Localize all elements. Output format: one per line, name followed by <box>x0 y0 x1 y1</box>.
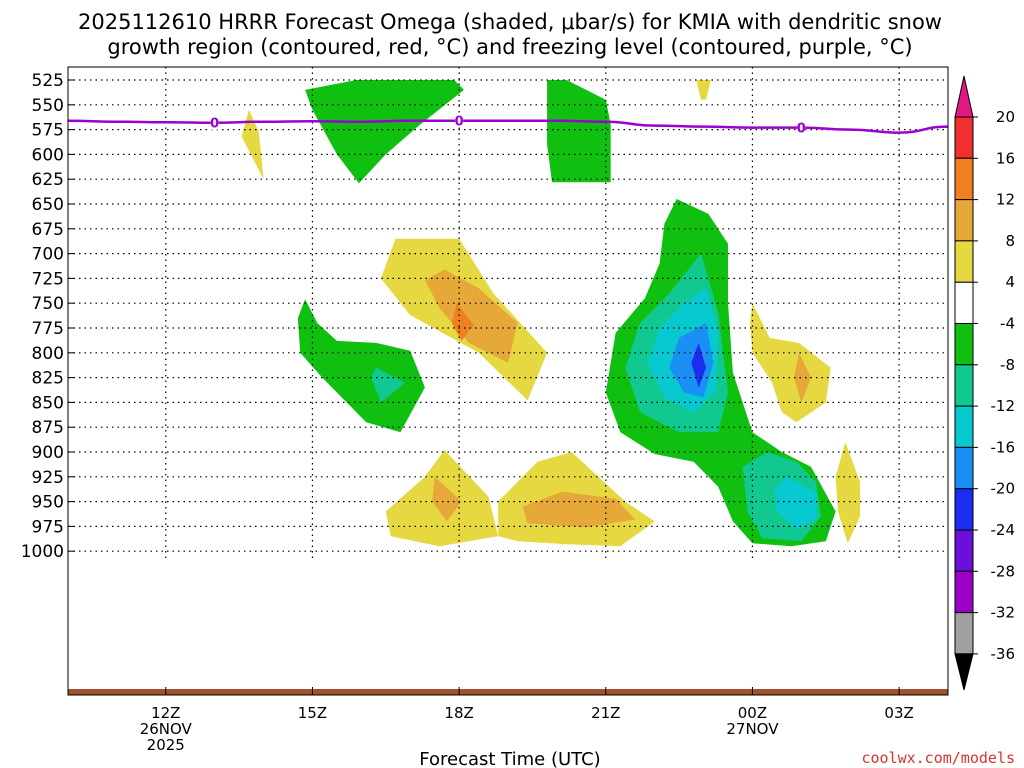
omega-region-8-21 <box>794 352 812 403</box>
omega-region--12-19 <box>774 476 816 530</box>
omega-shaded-regions <box>241 80 860 547</box>
y-tick-label: 1000 <box>21 542 64 562</box>
omega-region-8-5 <box>424 269 518 363</box>
colorbar-label: 20 <box>996 108 1015 126</box>
y-tick-label: 575 <box>32 121 64 141</box>
colorbar-label: -16 <box>991 438 1016 456</box>
colorbar-bin-11 <box>954 529 974 572</box>
y-tick-label: 900 <box>32 443 64 463</box>
y-tick-label: 650 <box>32 195 64 215</box>
y-tick-label: 950 <box>32 493 64 513</box>
colorbar-bin-9 <box>954 446 974 490</box>
y-tick-label: 875 <box>32 418 64 438</box>
y-tick-label: 600 <box>32 145 64 165</box>
colorbar: -36 -32 -28 -24 -20 -16 -12 -8 -4 4 8 12 16 20 <box>954 75 1016 691</box>
freezing-label-bg-2 <box>797 120 806 135</box>
omega-region--8-8 <box>371 367 406 403</box>
x-tick-label: 18Z <box>444 704 473 722</box>
y-tick-label: 775 <box>32 319 64 339</box>
x-tick-label: 12Z <box>151 704 180 722</box>
colorbar-label: -24 <box>991 521 1016 539</box>
colorbar-bin-5 <box>954 281 974 324</box>
omega-region--20-17 <box>691 342 706 388</box>
freezing-level-label: 0 <box>797 122 806 137</box>
colorbar-bin-7 <box>954 364 974 407</box>
freezing-level-line <box>67 119 949 134</box>
y-tick-label: 725 <box>32 269 64 289</box>
chart-title-line2: growth region (contoured, red, °C) and f… <box>107 35 912 59</box>
colorbar-bin-4 <box>954 240 974 283</box>
colorbar-label: 16 <box>996 149 1015 167</box>
x-tick-label: 2025 <box>147 736 185 754</box>
y-tick-label: 625 <box>32 170 64 190</box>
omega-region-12-6 <box>451 303 474 341</box>
colorbar-label: 12 <box>996 191 1015 209</box>
y-tick-label: 925 <box>32 468 64 488</box>
x-tick-label: 27NOV <box>726 720 779 738</box>
colorbar-bin-10 <box>954 488 974 531</box>
colorbar-label: -12 <box>991 397 1016 415</box>
x-tick-label: 26NOV <box>140 720 193 738</box>
y-tick-label: 800 <box>32 344 64 364</box>
colorbar-label: -32 <box>991 604 1016 622</box>
x-tick-label: 21Z <box>591 704 620 722</box>
y-tick-label: 525 <box>32 71 64 91</box>
y-tick-label: 750 <box>32 294 64 314</box>
colorbar-bin-3 <box>954 199 974 242</box>
freezing-level-label: 0 <box>210 117 219 132</box>
freezing-level-contour: 0 0 0 <box>67 113 949 137</box>
omega-region--16-16 <box>669 323 714 398</box>
colorbar-label: -4 <box>1000 315 1015 333</box>
omega-region-4-2 <box>241 109 264 180</box>
colorbar-label: 8 <box>1005 232 1015 250</box>
y-tick-label: 700 <box>32 245 64 265</box>
colorbar-label: -8 <box>1000 356 1015 374</box>
freezing-label-bg-0 <box>210 115 219 130</box>
plot-frame <box>67 66 949 696</box>
colorbar-bin-12 <box>954 570 974 614</box>
omega-region-8-10 <box>432 476 462 522</box>
omega-region-4-20 <box>750 303 831 423</box>
colorbar-bin-6 <box>954 323 974 366</box>
colorbar-bin-14 <box>954 653 974 691</box>
y-tick-label: 850 <box>32 393 64 413</box>
y-tick-label: 675 <box>32 220 64 240</box>
y-tick-label: 975 <box>32 517 64 537</box>
colorbar-label: -20 <box>991 480 1016 498</box>
x-tick-label: 15Z <box>298 704 327 722</box>
surface-band <box>68 689 948 695</box>
freezing-label-bg-1 <box>455 113 464 128</box>
colorbar-bin-2 <box>954 157 974 201</box>
omega-region--4-7 <box>297 299 425 433</box>
y-tick-label: 825 <box>32 369 64 389</box>
freezing-level-label: 0 <box>455 115 464 130</box>
colorbar-bin-8 <box>954 405 974 448</box>
omega-region-4-3 <box>696 80 711 100</box>
colorbar-bin-1 <box>954 116 974 159</box>
colorbar-label: -28 <box>991 562 1016 580</box>
grid <box>68 67 948 562</box>
omega-region--8-1 <box>547 80 611 183</box>
colorbar-bin-13 <box>954 612 974 655</box>
x-tick-label: 03Z <box>884 704 913 722</box>
colorbar-label: -36 <box>991 645 1016 663</box>
y-axis: 525 550 575 600 625 650 675 700 725 750 775 800 825 8… <box>21 71 75 562</box>
x-tick-label: 00Z <box>738 704 767 722</box>
omega-region-8-12 <box>522 491 636 528</box>
x-axis-title: Forecast Time (UTC) <box>419 749 600 768</box>
omega-region-4-22 <box>835 442 860 544</box>
chart-title-line1: 2025112610 HRRR Forecast Omega (shaded, … <box>78 10 942 34</box>
colorbar-label: 4 <box>1005 273 1015 291</box>
colorbar-bin-0 <box>954 75 974 118</box>
y-tick-label: 550 <box>32 96 64 116</box>
omega-region--8-0 <box>305 80 464 184</box>
credit-text: coolwx.com/models <box>861 749 1015 767</box>
